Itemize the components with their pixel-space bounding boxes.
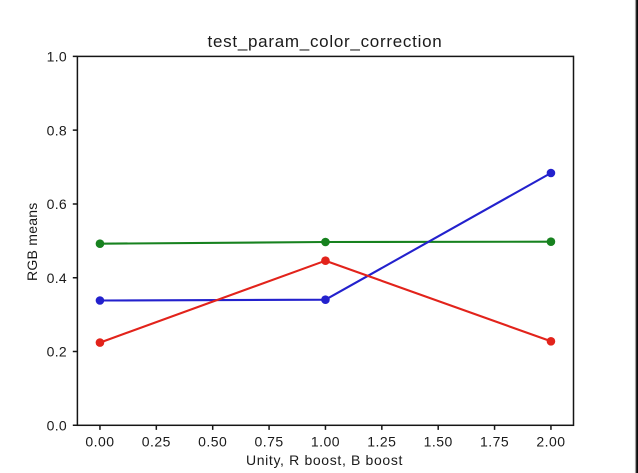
svg-text:2.00: 2.00: [536, 434, 565, 450]
svg-text:0.50: 0.50: [198, 434, 227, 450]
svg-text:1.50: 1.50: [424, 434, 453, 450]
svg-text:1.75: 1.75: [480, 434, 509, 450]
svg-text:Unity, R boost, B boost: Unity, R boost, B boost: [246, 452, 403, 468]
svg-text:0.8: 0.8: [47, 122, 67, 138]
svg-text:test_param_color_correction: test_param_color_correction: [208, 32, 443, 51]
svg-text:RGB means: RGB means: [24, 202, 40, 281]
svg-text:0.00: 0.00: [85, 434, 114, 450]
svg-text:1.0: 1.0: [47, 49, 67, 65]
svg-text:0.6: 0.6: [47, 196, 67, 212]
svg-text:1.25: 1.25: [367, 434, 396, 450]
svg-text:0.4: 0.4: [47, 270, 67, 286]
svg-text:0.25: 0.25: [142, 434, 171, 450]
svg-text:0.0: 0.0: [47, 418, 67, 434]
svg-text:0.75: 0.75: [254, 434, 283, 450]
svg-text:1.00: 1.00: [311, 434, 340, 450]
svg-text:0.2: 0.2: [47, 344, 67, 360]
